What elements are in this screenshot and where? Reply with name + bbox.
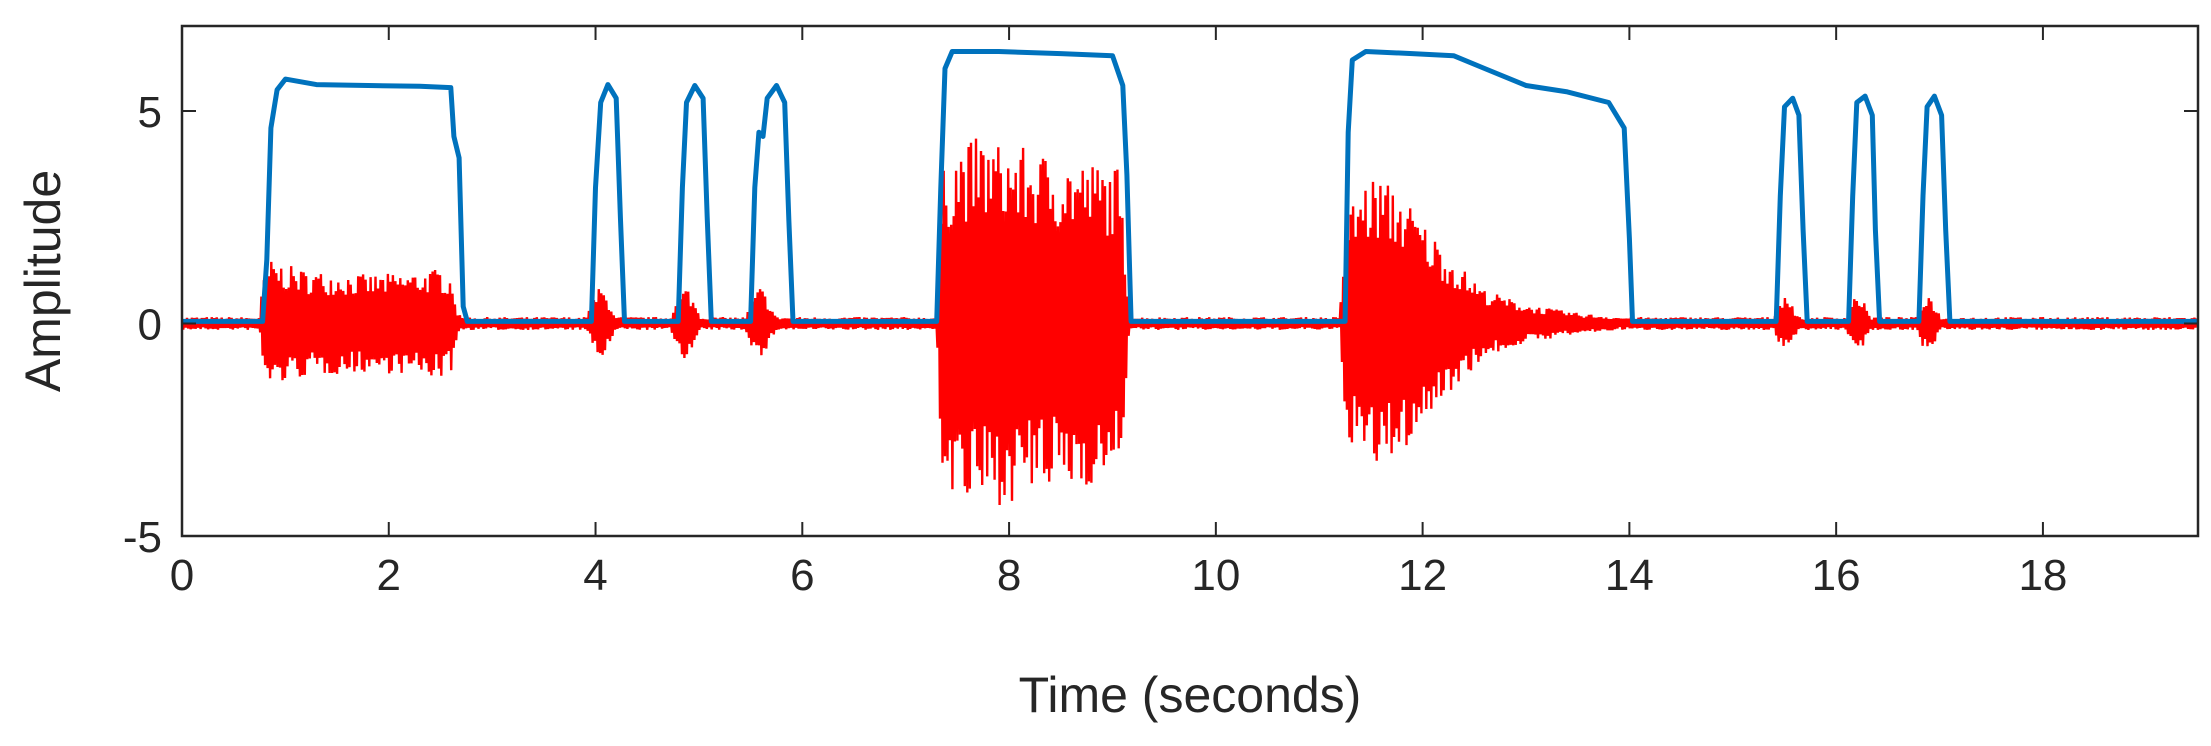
y-tick-label: -5 bbox=[123, 513, 162, 562]
x-tick-label: 16 bbox=[1812, 551, 1861, 600]
x-tick-label: 2 bbox=[377, 551, 401, 600]
plot-frame bbox=[180, 24, 2200, 538]
x-tick-label: 4 bbox=[583, 551, 607, 600]
x-tick-label: 14 bbox=[1605, 551, 1654, 600]
x-tick-label: 18 bbox=[2018, 551, 2067, 600]
x-axis-label: Time (seconds) bbox=[1019, 667, 1362, 723]
x-tick-label: 8 bbox=[997, 551, 1021, 600]
series-layer bbox=[182, 49, 2198, 506]
y-tick-label: 0 bbox=[138, 301, 162, 350]
y-axis-label: Amplitude bbox=[15, 170, 71, 392]
x-tick-label: 0 bbox=[170, 551, 194, 600]
y-tick-label: 5 bbox=[138, 88, 162, 137]
x-tick-label: 6 bbox=[790, 551, 814, 600]
x-tick-label: 10 bbox=[1191, 551, 1240, 600]
series-envelope-line bbox=[182, 49, 2198, 324]
ticks-layer: 0 2 4 6 8 10 12 14 16 18-505 bbox=[123, 26, 2198, 600]
x-tick-label: 12 bbox=[1398, 551, 1447, 600]
